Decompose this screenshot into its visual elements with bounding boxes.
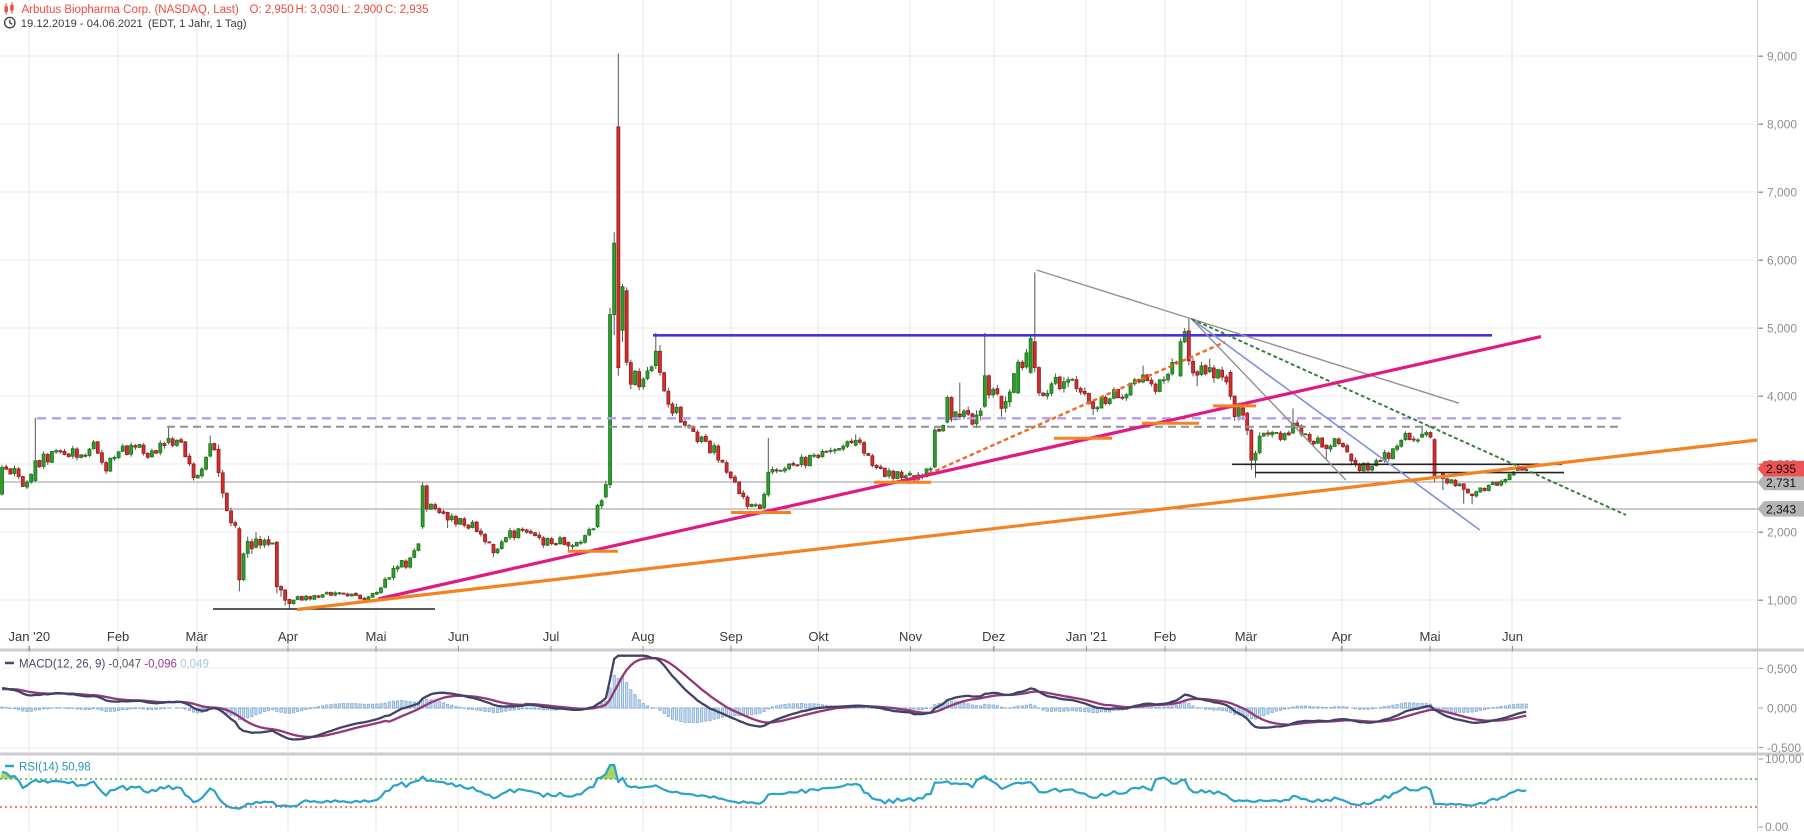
svg-text:MACD(12, 26, 9) -0,047 -0,096: MACD(12, 26, 9) -0,047 -0,096 0,049 [19, 659, 209, 671]
svg-text:9,000: 9,000 [1767, 50, 1797, 64]
svg-text:100,00: 100,00 [1765, 752, 1802, 766]
svg-text:2,343: 2,343 [1766, 502, 1796, 516]
svg-text:Mär: Mär [186, 629, 209, 644]
svg-text:Jul: Jul [543, 629, 560, 644]
svg-text:7,000: 7,000 [1767, 186, 1797, 200]
svg-text:Mär: Mär [1235, 629, 1258, 644]
svg-text:Sep: Sep [719, 629, 742, 644]
svg-text:Feb: Feb [107, 629, 129, 644]
svg-text:8,000: 8,000 [1767, 118, 1797, 132]
svg-text:Aug: Aug [631, 629, 654, 644]
svg-text:Jun: Jun [448, 629, 469, 644]
svg-text:0,000: 0,000 [1767, 701, 1797, 715]
svg-text:4,000: 4,000 [1767, 390, 1797, 404]
svg-text:Feb: Feb [1154, 629, 1176, 644]
svg-text:1,000: 1,000 [1767, 594, 1797, 608]
svg-text:2.935: 2.935 [1766, 462, 1796, 476]
svg-text:Apr: Apr [1332, 629, 1353, 644]
svg-text:Jan '20: Jan '20 [9, 629, 51, 644]
svg-text:0,00: 0,00 [1765, 820, 1789, 831]
svg-text:Mai: Mai [1420, 629, 1441, 644]
svg-text:Dez: Dez [982, 629, 1005, 644]
svg-text:Nov: Nov [899, 629, 923, 644]
svg-text:Jan '21: Jan '21 [1066, 629, 1108, 644]
svg-text:0,500: 0,500 [1767, 662, 1797, 676]
svg-text:Mai: Mai [366, 629, 387, 644]
svg-text:Okt: Okt [808, 629, 829, 644]
svg-text:2,000: 2,000 [1767, 526, 1797, 540]
svg-text:Arbutus Biopharma Corp. (NASDA: Arbutus Biopharma Corp. (NASDAQ, Last)O:… [22, 4, 429, 16]
svg-text:Jun: Jun [1502, 629, 1523, 644]
svg-text:Apr: Apr [278, 629, 299, 644]
svg-text:RSI(14) 50,98: RSI(14) 50,98 [19, 762, 91, 774]
svg-text:2,731: 2,731 [1766, 476, 1796, 490]
svg-text:19.12.2019 - 04.06.2021(EDT, 1: 19.12.2019 - 04.06.2021(EDT, 1 Jahr, 1 T… [21, 18, 247, 30]
svg-text:5,000: 5,000 [1767, 322, 1797, 336]
svg-text:6,000: 6,000 [1767, 254, 1797, 268]
